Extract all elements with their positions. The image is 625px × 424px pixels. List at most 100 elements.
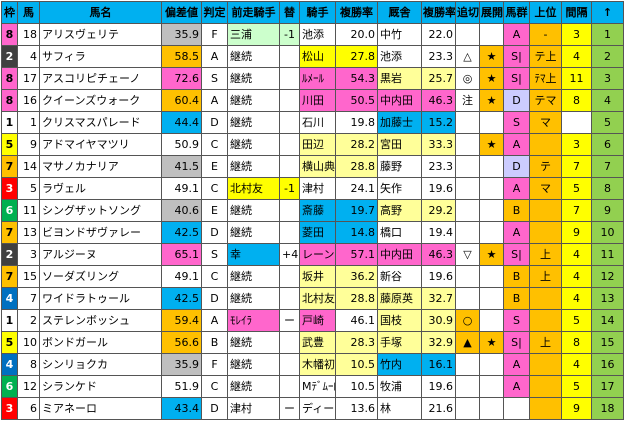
interval-cell: 3 xyxy=(561,133,592,156)
workout-mark-cell xyxy=(455,375,480,398)
jockey-rate-cell: 24.1 xyxy=(335,177,378,200)
rank-cell: 18 xyxy=(591,397,624,420)
upper-cell: 上 xyxy=(529,265,562,288)
stable-cell: 中内田 xyxy=(377,243,422,266)
hensa-cell: 35.9 xyxy=(161,353,202,376)
upper-cell: テマ xyxy=(529,89,562,112)
umaban-cell: 7 xyxy=(17,287,40,310)
upper-cell xyxy=(529,353,562,376)
pack-cell: S xyxy=(503,309,530,332)
rank-cell: 8 xyxy=(591,177,624,200)
workout-mark-cell xyxy=(455,133,480,156)
pack-cell xyxy=(503,397,530,420)
table-row: 8 17 アスコリピチェーノ 72.6 S 継続 ﾙﾒｰﾙ 54.3 黒岩 25.7 ◎ ★ S| ﾃﾏ上… xyxy=(1,67,624,90)
horse-name-cell: ボンドガール xyxy=(39,331,162,354)
header-oikiri: 追切 xyxy=(455,1,480,24)
rank-cell: 17 xyxy=(591,375,624,398)
upper-cell: マ xyxy=(529,111,562,134)
table-row: 8 16 クイーンズウォーク 60.4 A 継続 川田 50.5 中内田 46.3 注 ★ D テマ 8 4 xyxy=(1,89,624,112)
header-joi: 上位 xyxy=(529,1,562,24)
stable-rate-cell: 46.3 xyxy=(421,243,456,266)
waku-cell: 4 xyxy=(1,353,18,376)
jockey-rate-cell: 27.8 xyxy=(335,45,378,68)
prev-jockey-cell: 継続 xyxy=(227,67,280,90)
jockey-rate-cell: 19.7 xyxy=(335,199,378,222)
stable-rate-cell: 25.7 xyxy=(421,67,456,90)
interval-cell: 5 xyxy=(561,177,592,200)
jockey-change-cell xyxy=(279,133,300,156)
interval-cell: 5 xyxy=(561,375,592,398)
stable-rate-cell: 19.6 xyxy=(421,177,456,200)
horse-name-cell: クリスマスパレード xyxy=(39,111,162,134)
rank-cell: 9 xyxy=(591,199,624,222)
header-kankaku: 間隔 xyxy=(561,1,592,24)
horse-name-cell: ステレンボッシュ xyxy=(39,309,162,332)
prev-jockey-cell: 継続 xyxy=(227,45,280,68)
rank-cell: 15 xyxy=(591,331,624,354)
horse-name-cell: ミアネーロ xyxy=(39,397,162,420)
hantei-cell: F xyxy=(201,353,228,376)
pace-mark-cell xyxy=(479,199,504,222)
pace-mark-cell: ★ xyxy=(479,133,504,156)
waku-cell: 2 xyxy=(1,243,18,266)
hensa-cell: 72.6 xyxy=(161,67,202,90)
table-row: 7 15 ソーダズリング 49.1 C 継続 坂井 36.2 新谷 19.6 B 上 4 12 xyxy=(1,265,624,288)
hantei-cell: C xyxy=(201,265,228,288)
umaban-cell: 15 xyxy=(17,265,40,288)
jockey-rate-cell: 13.6 xyxy=(335,397,378,420)
prev-jockey-cell: 継続 xyxy=(227,111,280,134)
hantei-cell: E xyxy=(201,199,228,222)
stable-rate-cell: 19.4 xyxy=(421,221,456,244)
horse-name-cell: クイーンズウォーク xyxy=(39,89,162,112)
waku-cell: 2 xyxy=(1,45,18,68)
pack-cell: S| xyxy=(503,243,530,266)
workout-mark-cell xyxy=(455,353,480,376)
jockey-cell: 石川 xyxy=(299,111,336,134)
waku-cell: 3 xyxy=(1,397,18,420)
table-row: 4 7 ワイドラトゥール 42.5 D 継続 北村友 28.8 藤原英 32.7 B 4 13 xyxy=(1,287,624,310)
jockey-rate-cell: 28.8 xyxy=(335,155,378,178)
prev-jockey-cell: ﾓﾚｲﾗ xyxy=(227,309,280,332)
waku-cell: 8 xyxy=(1,67,18,90)
umaban-cell: 1 xyxy=(17,111,40,134)
pace-mark-cell xyxy=(479,221,504,244)
jockey-cell: レーン xyxy=(299,243,336,266)
stable-rate-cell: 21.6 xyxy=(421,397,456,420)
upper-cell xyxy=(529,397,562,420)
stable-cell: 牧浦 xyxy=(377,375,422,398)
jockey-rate-cell: 36.2 xyxy=(335,265,378,288)
hensa-cell: 56.6 xyxy=(161,331,202,354)
interval-cell: 11 xyxy=(561,67,592,90)
hantei-cell: C xyxy=(201,177,228,200)
table-row: 1 2 ステレンボッシュ 59.4 A ﾓﾚｲﾗー戸崎 46.1 国枝 30.9 ○ S 5 14 xyxy=(1,309,624,332)
workout-mark-cell: ▲ xyxy=(455,331,480,354)
jockey-rate-cell: 28.2 xyxy=(335,133,378,156)
jockey-change-cell xyxy=(279,199,300,222)
workout-mark-cell: ◎ xyxy=(455,67,480,90)
header-tenkai: 展開 xyxy=(479,1,504,24)
workout-mark-cell xyxy=(455,221,480,244)
umaban-cell: 6 xyxy=(17,397,40,420)
rank-cell: 4 xyxy=(591,89,624,112)
workout-mark-cell xyxy=(455,23,480,46)
pace-mark-cell: ★ xyxy=(479,89,504,112)
stable-cell: 宮田 xyxy=(377,133,422,156)
pace-mark-cell: ★ xyxy=(479,45,504,68)
table-row: 5 9 アドマイヤマツリ 50.9 C 継続 田辺 28.2 宮田 33.3 ★ A 3 6 xyxy=(1,133,624,156)
jockey-cell: 木幡初 xyxy=(299,353,336,376)
pace-mark-cell xyxy=(479,23,504,46)
workout-mark-cell xyxy=(455,287,480,310)
jockey-cell: Mﾃﾞﾑｰﾛ xyxy=(299,375,336,398)
hantei-cell: D xyxy=(201,111,228,134)
table-row: 3 5 ラヴェル 49.1 C 北村友 -1 津村 24.1 矢作 19.6 A マ 5 8 xyxy=(1,177,624,200)
prev-jockey-cell: 継続 xyxy=(227,375,280,398)
hensa-cell: 49.1 xyxy=(161,265,202,288)
interval-cell: 9 xyxy=(561,397,592,420)
interval-cell xyxy=(561,111,592,134)
jockey-rate-cell: 50.5 xyxy=(335,89,378,112)
jockey-rate-cell: 20.0 xyxy=(335,23,378,46)
pack-cell: A xyxy=(503,353,530,376)
waku-cell: 7 xyxy=(1,155,18,178)
jockey-rate-cell: 28.8 xyxy=(335,287,378,310)
